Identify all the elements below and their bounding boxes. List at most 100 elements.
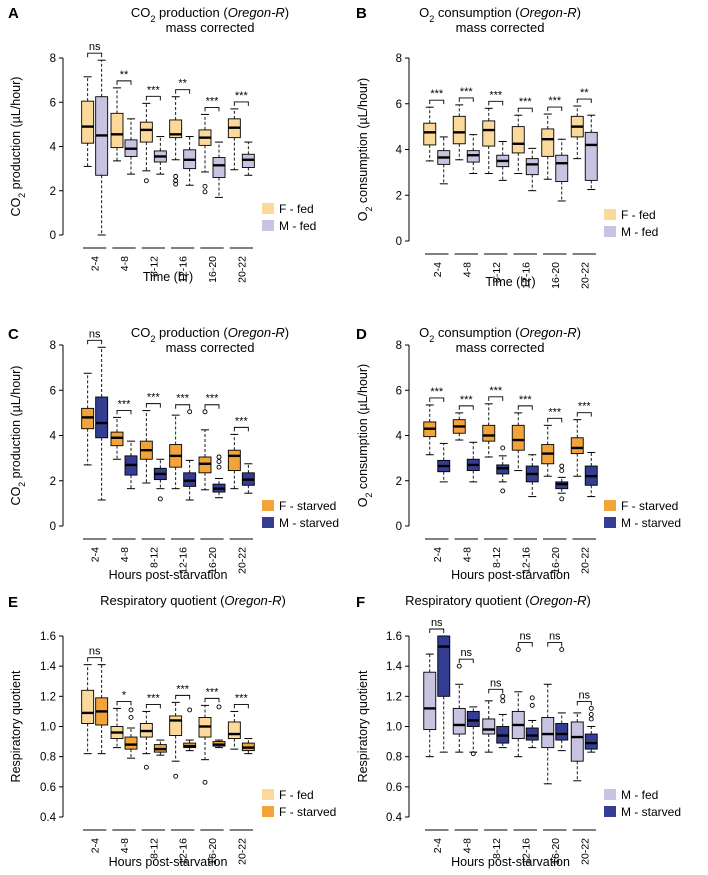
significance-bracket [145,703,161,709]
box-series2 [555,647,569,752]
box-series1 [81,372,95,466]
y-tick-label: 8 [396,340,402,352]
x-tick-label: 8-12 [148,547,160,568]
box-series1 [452,104,466,161]
significance-label: ns [89,646,101,658]
y-tick-label: 4 [396,145,403,157]
legend-label: F - fed [279,202,314,216]
y-tick-label: 0.8 [40,752,56,764]
significance-label: ns [431,617,443,629]
outlier-point [500,488,506,494]
box-series1 [139,102,153,184]
panel-e: E Respiratory quotient (Oregon-R) 0.4 0.6 0.… [8,593,336,869]
legend-swatch [262,203,274,214]
box-series2 [183,707,197,752]
legend-label: F - starved [279,499,336,513]
significance-label: ** [120,69,129,81]
panel-c: C CO2 production (Oregon-R)mass corrected… [8,325,339,582]
panel-d: D O2 consumption (Oregon-R)mass corrected… [356,325,681,582]
outlier-point [187,707,193,713]
box-series1 [423,653,437,758]
y-tick-label: 0 [396,521,402,533]
box-series1 [570,712,584,782]
x-tick-label: 4-8 [119,547,131,562]
y-tick-label: 1.0 [40,722,56,734]
box-series1 [169,701,183,779]
box-series1 [511,114,525,175]
box-series2 [183,136,197,186]
outlier-point [559,463,565,469]
legend-swatch [604,209,616,220]
outlier-point [187,409,193,415]
box-series2 [95,664,109,755]
significance-bracket [488,396,504,401]
significance-bracket [175,89,191,94]
box-series2 [124,440,138,490]
outlier-point [143,178,149,184]
legend-label: F - fed [621,208,656,222]
x-tick-label: 16-20 [207,256,219,283]
box-series1 [570,419,584,477]
box-iqr [139,121,153,143]
significance-bracket [576,700,592,706]
outlier-point [216,704,222,710]
box-iqr [584,131,598,181]
box-iqr [555,723,569,741]
box-series1 [227,108,241,171]
x-tick-label: 2-4 [90,838,102,853]
outlier-point [157,496,163,502]
panel-a: A CO2 production (Oregon-R)mass corrected… [8,5,316,284]
box-series1 [198,704,212,785]
significance-label: *** [460,86,474,98]
box-series2 [212,141,226,198]
y-axis-label: Respiratory quotient [9,670,23,782]
box-series1 [81,76,95,167]
y-tick-label: 0 [396,236,402,248]
legend-swatch [604,517,616,528]
significance-label: *** [489,89,503,101]
significance-label: *** [460,394,474,406]
significance-bracket [204,697,220,703]
outlier-point [202,779,208,785]
box-iqr [511,126,525,154]
box-iqr [452,115,466,145]
x-tick-label: 12-16 [520,262,532,289]
significance-label: *** [206,95,220,107]
outlier-point [128,707,134,713]
significance-label: ns [89,41,101,53]
outlier-point [128,715,134,720]
y-tick-label: 1.6 [386,631,402,643]
chart-subtitle: mass corrected [166,340,255,355]
box-iqr [466,710,480,727]
significance-label: *** [548,95,562,107]
legend-swatch [262,789,274,800]
box-series2 [241,738,255,755]
box-series2 [584,114,598,191]
y-tick-label: 2 [50,186,56,198]
significance-bracket [547,642,563,647]
x-tick-label: 20-22 [579,262,591,289]
panel-letter: B [356,5,367,22]
significance-label: ns [519,631,531,643]
y-tick-label: 1.4 [386,661,403,673]
significance-bracket [517,642,533,647]
outlier-point [216,459,222,464]
box-series2 [466,134,480,175]
significance-bracket [145,403,161,408]
x-tick-label: 16-20 [207,547,219,574]
x-tick-label: 4-8 [119,256,131,271]
box-iqr [570,721,584,762]
box-series2 [525,454,539,498]
significance-bracket [458,97,474,102]
box-iqr [227,721,241,740]
outlier-point [500,693,506,699]
significance-label: *** [489,385,503,397]
y-tick-label: 8 [50,340,56,352]
significance-bracket [547,106,563,112]
x-axis-label: Hours post-starvation [109,855,228,869]
outlier-point [202,189,208,195]
box-iqr [423,671,437,730]
y-tick-label: 1.4 [40,661,57,673]
box-series1 [110,416,124,460]
outlier-point [202,183,208,189]
